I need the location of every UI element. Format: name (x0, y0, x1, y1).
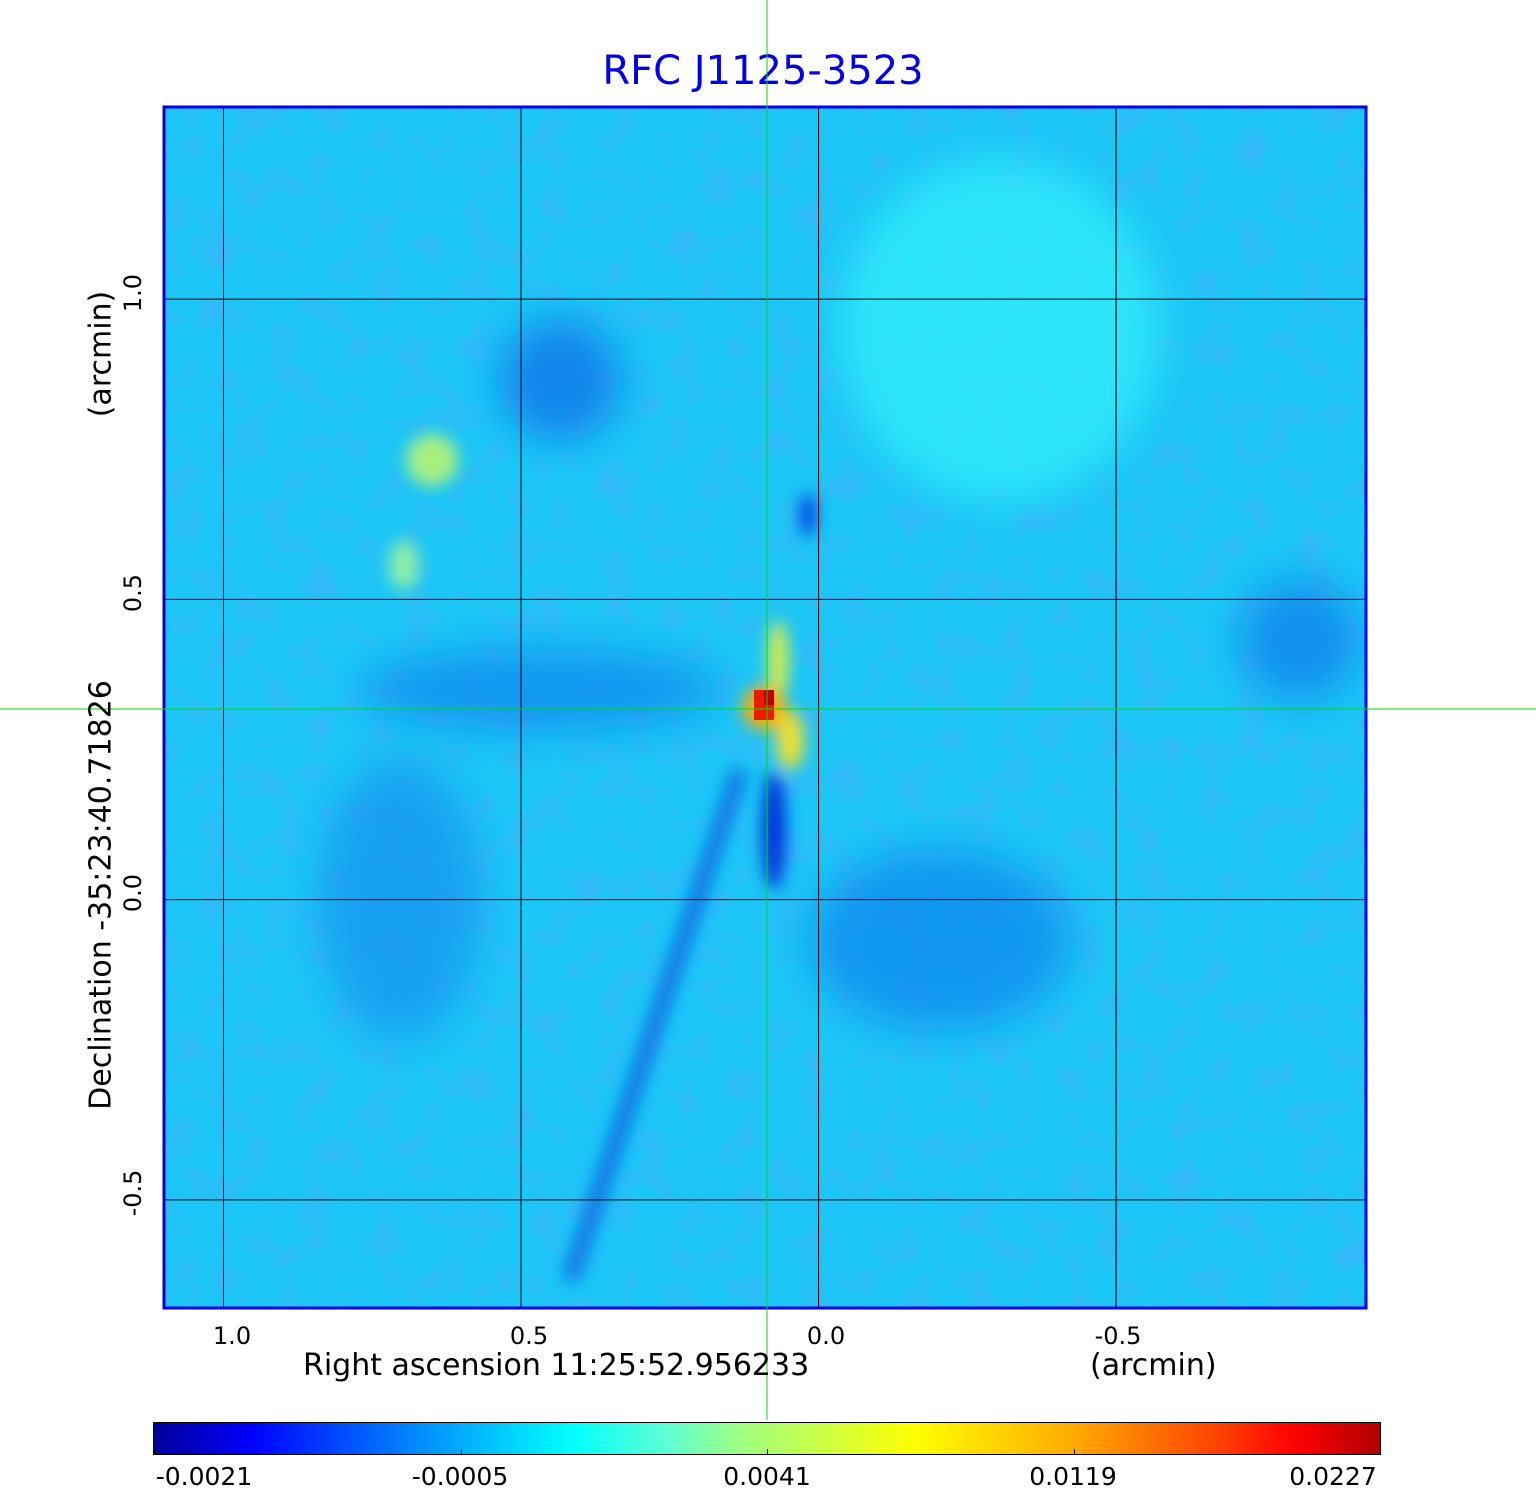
colorbar-tick (767, 1449, 768, 1454)
colorbar-tick-label: -0.0005 (411, 1462, 509, 1491)
heatmap-image (164, 107, 1366, 1308)
x-tick-label: -0.5 (1094, 1322, 1142, 1350)
y-tick-label: -0.5 (119, 1169, 147, 1217)
x-tick-label: 1.0 (212, 1322, 252, 1350)
x-tick-label: 0.0 (806, 1322, 846, 1350)
colorbar-tick-label: 0.0041 (723, 1462, 811, 1491)
colorbar-tick (154, 1449, 155, 1454)
y-tick-label: 1.0 (119, 273, 147, 313)
y-axis-unit: (arcmin) (83, 290, 119, 418)
x-tick-label: 0.5 (509, 1322, 549, 1350)
x-axis-label: Right ascension 11:25:52.956233 (303, 1348, 810, 1383)
colorbar (153, 1422, 1381, 1455)
colorbar-tick (1073, 1449, 1075, 1454)
y-tick-label: 0.5 (119, 573, 147, 613)
colorbar-tick-label: 0.0227 (1289, 1462, 1377, 1491)
colorbar-tick-label: 0.0119 (1029, 1462, 1117, 1491)
y-axis-label: Declination -35:23:40.71826 (83, 680, 119, 1110)
plot-frame (162, 105, 1368, 1310)
heatmap-plot (0, 0, 1536, 1420)
colorbar-tick (1380, 1449, 1381, 1454)
chart-title: RFC J1125-3523 (602, 48, 924, 94)
colorbar-tick-label: -0.0021 (155, 1462, 253, 1491)
colorbar-tick (460, 1449, 462, 1454)
x-axis-unit: (arcmin) (1090, 1348, 1217, 1383)
y-tick-label: 0.0 (119, 873, 147, 913)
grid-lines (164, 107, 1366, 1308)
